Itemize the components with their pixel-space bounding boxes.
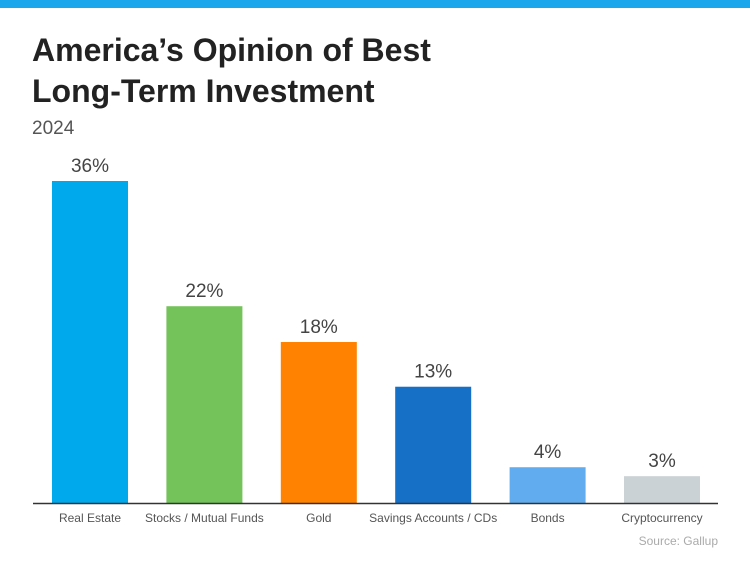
category-label-real-estate: Real Estate [59, 511, 121, 525]
chart-title-line-2: Long-Term Investment [32, 73, 375, 109]
bar-savings-accounts-cds [395, 386, 472, 503]
source-note: Source: Gallup [638, 534, 718, 548]
bar-real-estate [52, 181, 128, 503]
chart-subtitle: 2024 [32, 118, 75, 139]
bar-stocks-mutual-funds [166, 306, 243, 503]
category-label-gold: Gold [306, 511, 331, 525]
value-label-cryptocurrency: 3% [648, 451, 676, 472]
value-label-gold: 18% [300, 317, 338, 338]
category-label-stocks-mutual-funds: Stocks / Mutual Funds [145, 511, 264, 525]
value-label-bonds: 4% [534, 442, 562, 463]
category-label-savings-accounts-cds: Savings Accounts / CDs [369, 511, 497, 525]
value-label-stocks-mutual-funds: 22% [185, 281, 223, 302]
chart-title: America’s Opinion of Best Long-Term Inve… [32, 30, 632, 112]
value-label-real-estate: 36% [71, 156, 109, 177]
bar-gold [280, 342, 357, 503]
category-label-bonds: Bonds [531, 511, 565, 525]
bar-cryptocurrency [624, 476, 700, 503]
chart-title-line-1: America’s Opinion of Best [32, 32, 431, 68]
value-label-savings-accounts-cds: 13% [414, 362, 452, 383]
bar-bonds [509, 467, 586, 503]
top-accent-bar [0, 0, 750, 8]
category-label-cryptocurrency: Cryptocurrency [621, 511, 702, 525]
